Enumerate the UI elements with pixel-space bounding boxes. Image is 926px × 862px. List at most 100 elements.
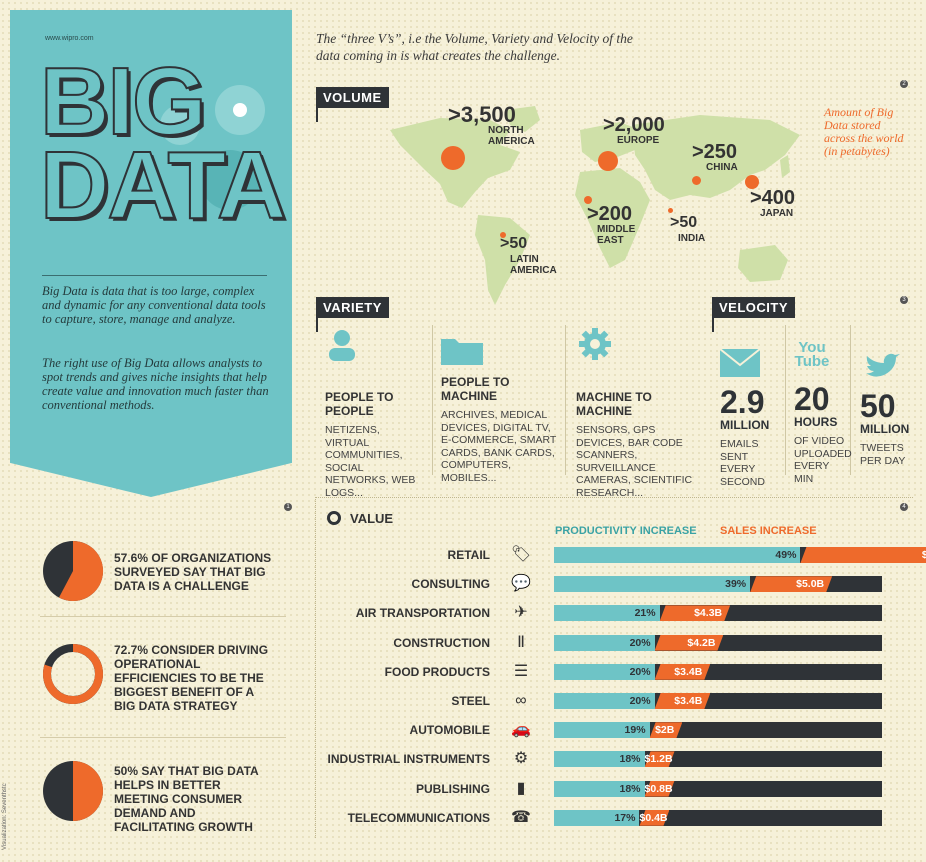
industry-label: CONSULTING	[411, 577, 490, 592]
volume-label: VOLUME	[316, 87, 389, 122]
industry-label: FOOD PRODUCTS	[384, 664, 490, 679]
europe-label: >2,000 EUROPE	[603, 114, 665, 146]
india-dot	[668, 208, 673, 213]
china-label: >250 CHINA	[692, 141, 738, 173]
divider	[40, 616, 286, 617]
middle-east-dot	[584, 196, 592, 204]
value-bar: 39% $5.0B	[554, 576, 882, 593]
productivity-value: 20%	[629, 636, 651, 649]
sales-value: $4.2B	[687, 636, 716, 649]
value-row: PUBLISHING ▮ 18% $0.8B	[300, 780, 900, 798]
stat-pie-3	[43, 761, 103, 821]
variety-machine-to-machine: MACHINE TO MACHINE SENSORS, GPS DEVICES,…	[576, 327, 706, 499]
envelope-icon	[719, 348, 761, 377]
japan-dot	[745, 175, 759, 189]
productivity-bar	[554, 576, 751, 593]
industry-label: AIR TRANSPORTATION	[355, 606, 490, 621]
sales-bar	[655, 664, 711, 680]
middle-east-label: >200 MIDDLE EAST	[587, 203, 636, 246]
site-url[interactable]: www.wipro.com	[45, 35, 94, 42]
industry-label: AUTOMOBILE	[409, 723, 490, 738]
value-bar: 20% $3.4B	[554, 693, 882, 709]
intro-banner: www.wipro.com BIG DATA Big Data is data …	[10, 10, 292, 497]
credit-text: Visualization: Seventhstc	[2, 783, 8, 850]
intro-paragraph-1: Big Data is data that is too large, comp…	[42, 284, 266, 326]
book-icon: ▮	[516, 779, 526, 797]
divider	[785, 325, 786, 475]
car-icon: 🚗	[511, 721, 531, 739]
industry-label: TELECOMMUNICATIONS	[347, 810, 490, 825]
productivity-bar	[554, 809, 640, 826]
sales-bar	[645, 751, 675, 767]
sales-bar	[655, 693, 711, 709]
stat-text-2: 72.7% CONSIDER DRIVING OPERATIONAL EFFIC…	[114, 643, 269, 713]
china-dot	[692, 176, 701, 185]
sales-bar	[639, 810, 669, 826]
sales-bar	[650, 722, 683, 738]
velocity-number: 2.9	[720, 384, 765, 420]
sales-value: $0.4B	[639, 811, 668, 824]
value-row: CONSTRUCTION Ⅱ 20% $4.2B	[300, 634, 900, 652]
sales-value: $0.8B	[644, 782, 673, 795]
latin-america-label: >50 LATIN AMERICA	[500, 235, 557, 276]
sales-value: $3.4B	[674, 665, 703, 678]
three-vs-heading: The “three V’s”, i.e the Volume, Variety…	[316, 31, 633, 63]
variety-desc: ARCHIVES, MEDICAL DEVICES, DIGITAL TV, E…	[441, 409, 557, 484]
productivity-bar	[554, 751, 645, 768]
value-bar: 19% $2B	[554, 722, 882, 739]
industry-label: STEEL	[451, 694, 490, 708]
europe-shape	[580, 122, 640, 162]
value-bar: 49% $9.6B	[554, 547, 926, 563]
divider	[565, 325, 566, 475]
variety-people-to-machine: PEOPLE TO MACHINE ARCHIVES, MEDICAL DEVI…	[441, 327, 559, 484]
folder-icon	[441, 339, 483, 365]
sales-bar	[750, 576, 832, 592]
decor-dot	[233, 103, 247, 117]
sales-bar	[655, 635, 724, 651]
title-line-1: BIG	[39, 48, 208, 155]
intro-paragraph-2: The right use of Big Data allows analyst…	[42, 356, 269, 412]
sales-value: $2B	[655, 724, 675, 737]
productivity-value: 17%	[614, 811, 636, 824]
velocity-desc: OF VIDEO UPLOADED EVERY MIN	[794, 435, 852, 485]
velocity-tweets: 50 MILLION TWEETS PER DAY	[860, 327, 920, 467]
velocity-number: 50	[860, 388, 896, 424]
value-row: STEEL ∞ 20% $3.4B	[300, 692, 900, 710]
africa-shape	[575, 168, 650, 268]
japan-shape	[780, 155, 790, 178]
india-label: >50 INDIA	[670, 214, 706, 244]
industry-label: INDUSTRIAL INSTRUMENTS	[327, 752, 490, 767]
stat-text-1: 57.6% OF ORGANIZATIONS SURVEYED SAY THAT…	[114, 551, 272, 593]
variety-desc: SENSORS, GPS DEVICES, BAR CODE SCANNERS,…	[576, 424, 693, 499]
productivity-value: 20%	[629, 665, 651, 678]
productivity-value: 20%	[629, 695, 651, 707]
value-row: CONSULTING 💬 39% $5.0B	[300, 575, 900, 593]
section-number-2: 2	[900, 80, 908, 88]
youtube-icon: You Tube	[794, 339, 830, 370]
value-row: INDUSTRIAL INSTRUMENTS ⚙ 18% $1.2B	[300, 750, 900, 768]
productivity-value: 18%	[619, 753, 641, 766]
page-title: BIG DATA	[39, 48, 287, 239]
burger-icon: ☰	[513, 662, 529, 680]
sales-value: $5.0B	[796, 578, 825, 591]
title-line-2: DATA	[39, 132, 287, 239]
price-tag-icon: 🏷	[510, 546, 532, 563]
velocity-video: You Tube 20 HOURS OF VIDEO UPLOADED EVER…	[794, 327, 852, 485]
velocity-desc: EMAILS SENT EVERY SECOND	[720, 438, 765, 488]
velocity-unit: HOURS	[794, 415, 838, 429]
stat-text-3: 50% SAY THAT BIG DATA HELPS IN BETTER ME…	[114, 764, 259, 834]
sales-value: $1.2B	[644, 753, 673, 766]
south-america-shape	[475, 215, 530, 305]
value-row: AUTOMOBILE 🚗 19% $2B	[300, 721, 900, 739]
value-row: AIR TRANSPORTATION ✈ 21% $4.3B	[300, 604, 900, 622]
stat-donut-2	[43, 644, 103, 704]
value-bar: 18% $0.8B	[554, 780, 882, 797]
productivity-bar	[554, 780, 645, 797]
divider	[42, 275, 267, 276]
velocity-label: VELOCITY	[712, 297, 796, 332]
productivity-bar	[554, 663, 655, 680]
productivity-bar	[554, 547, 801, 563]
decor-circle	[160, 105, 200, 145]
europe-dot	[598, 151, 618, 171]
section-number-4: 4	[900, 503, 908, 511]
